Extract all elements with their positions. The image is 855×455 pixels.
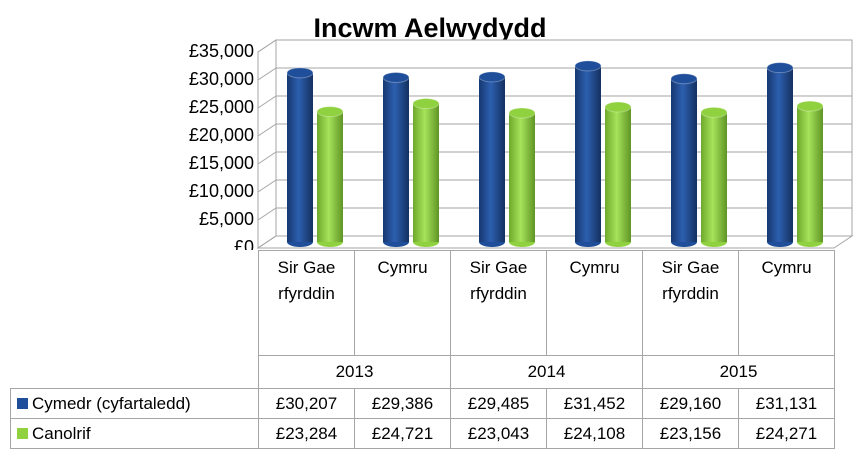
category-cell: Sir Gaerfyrddin — [642, 250, 739, 356]
bar-body — [605, 106, 631, 242]
grid-line — [257, 123, 852, 137]
value-cell: £31,452 — [546, 388, 643, 419]
bar-body — [767, 67, 793, 242]
legend-entry: Canolrif — [10, 418, 259, 449]
grid-line — [257, 39, 852, 53]
bar-body — [797, 106, 823, 242]
group-label: 2014 — [450, 355, 643, 389]
bar-body — [575, 65, 601, 242]
grid-line — [257, 67, 852, 81]
category-cell: Cymru — [546, 250, 643, 356]
category-cell: Cymru — [354, 250, 451, 356]
bar — [670, 73, 698, 247]
bar-body — [671, 78, 697, 242]
grid-line — [257, 95, 852, 109]
bar-top — [478, 71, 506, 83]
grid-line — [257, 235, 852, 249]
bar — [412, 98, 440, 247]
bar — [478, 71, 506, 247]
bar — [508, 107, 536, 247]
chart-title: Incwm Aelwydydd — [313, 13, 546, 43]
bar-top — [412, 98, 440, 110]
category-cell: Sir Gaerfyrddin — [450, 250, 547, 356]
y-tick-label: £15,000 — [189, 153, 254, 173]
bar-top — [316, 106, 344, 118]
value-cell: £31,131 — [738, 388, 835, 419]
bar-body — [509, 112, 535, 242]
floor — [256, 235, 854, 249]
value-cell: £29,386 — [354, 388, 451, 419]
value-cell: £24,721 — [354, 418, 451, 449]
legend-label: Cymedr (cyfartaledd) — [32, 393, 191, 413]
bar-body — [317, 111, 343, 243]
y-tick-label: £0 — [234, 237, 254, 250]
grid-line — [257, 151, 852, 165]
legend-key — [17, 427, 28, 439]
y-tick-label: £5,000 — [199, 209, 254, 229]
x-tick-label: Sir Gaerfyrddin — [661, 258, 720, 303]
bar-top — [796, 100, 824, 112]
value-cell: £23,156 — [642, 418, 739, 449]
y-tick-label: £35,000 — [189, 41, 254, 61]
category-cell: Sir Gaerfyrddin — [258, 250, 355, 356]
value-cell: £24,108 — [546, 418, 643, 449]
group-label: 2013 — [258, 355, 451, 389]
value-cell: £23,043 — [450, 418, 547, 449]
y-tick-label: £10,000 — [189, 181, 254, 201]
value-cell: £30,207 — [258, 388, 355, 419]
value-cell: £29,160 — [642, 388, 739, 419]
legend-key — [17, 397, 28, 409]
bar-body — [383, 77, 409, 242]
bar — [382, 71, 410, 247]
bar-top — [670, 73, 698, 85]
bar-top — [286, 67, 314, 79]
bar-body — [701, 112, 727, 242]
x-tick-label: Sir Gaerfyrddin — [469, 258, 528, 303]
bar-top — [766, 62, 794, 74]
data-table: Sir Gaerfyrddin Cymru Sir Gaerfyrddin Cymru… — [10, 250, 835, 449]
bar — [700, 106, 728, 247]
bar — [766, 62, 794, 247]
bar-body — [479, 76, 505, 242]
bar — [574, 60, 602, 247]
chart: Incwm Aelwydydd £0 £5,000 £10,000 £15,000 £2… — [189, 13, 854, 250]
y-tick-label: £30,000 — [189, 69, 254, 89]
x-tick-label: Cymru — [569, 258, 620, 277]
bar — [796, 100, 824, 247]
grid-line — [257, 207, 852, 221]
y-tick-label: £25,000 — [189, 97, 254, 117]
side-wall — [257, 39, 277, 249]
bar-top — [382, 71, 410, 83]
value-cell: £24,271 — [738, 418, 835, 449]
bar-top — [508, 107, 536, 119]
legend-label: Canolrif — [32, 423, 91, 443]
bar — [286, 67, 314, 247]
group-label: 2015 — [642, 355, 835, 389]
back-wall — [275, 39, 853, 237]
bar — [604, 101, 632, 247]
bar-top — [604, 101, 632, 113]
y-tick-label: £20,000 — [189, 125, 254, 145]
legend-entry: Cymedr (cyfartaledd) — [10, 388, 259, 419]
x-tick-label: Cymru — [761, 258, 812, 277]
bar-top — [700, 106, 728, 118]
value-cell: £29,485 — [450, 388, 547, 419]
bar-body — [413, 103, 439, 242]
value-cell: £23,284 — [258, 418, 355, 449]
bar — [316, 106, 344, 247]
bar-top — [574, 60, 602, 72]
grid-line — [257, 179, 852, 193]
bar-body — [287, 72, 313, 243]
x-tick-label: Cymru — [377, 258, 428, 277]
x-tick-label: Sir Gaerfyrddin — [277, 258, 336, 303]
category-cell: Cymru — [738, 250, 835, 356]
